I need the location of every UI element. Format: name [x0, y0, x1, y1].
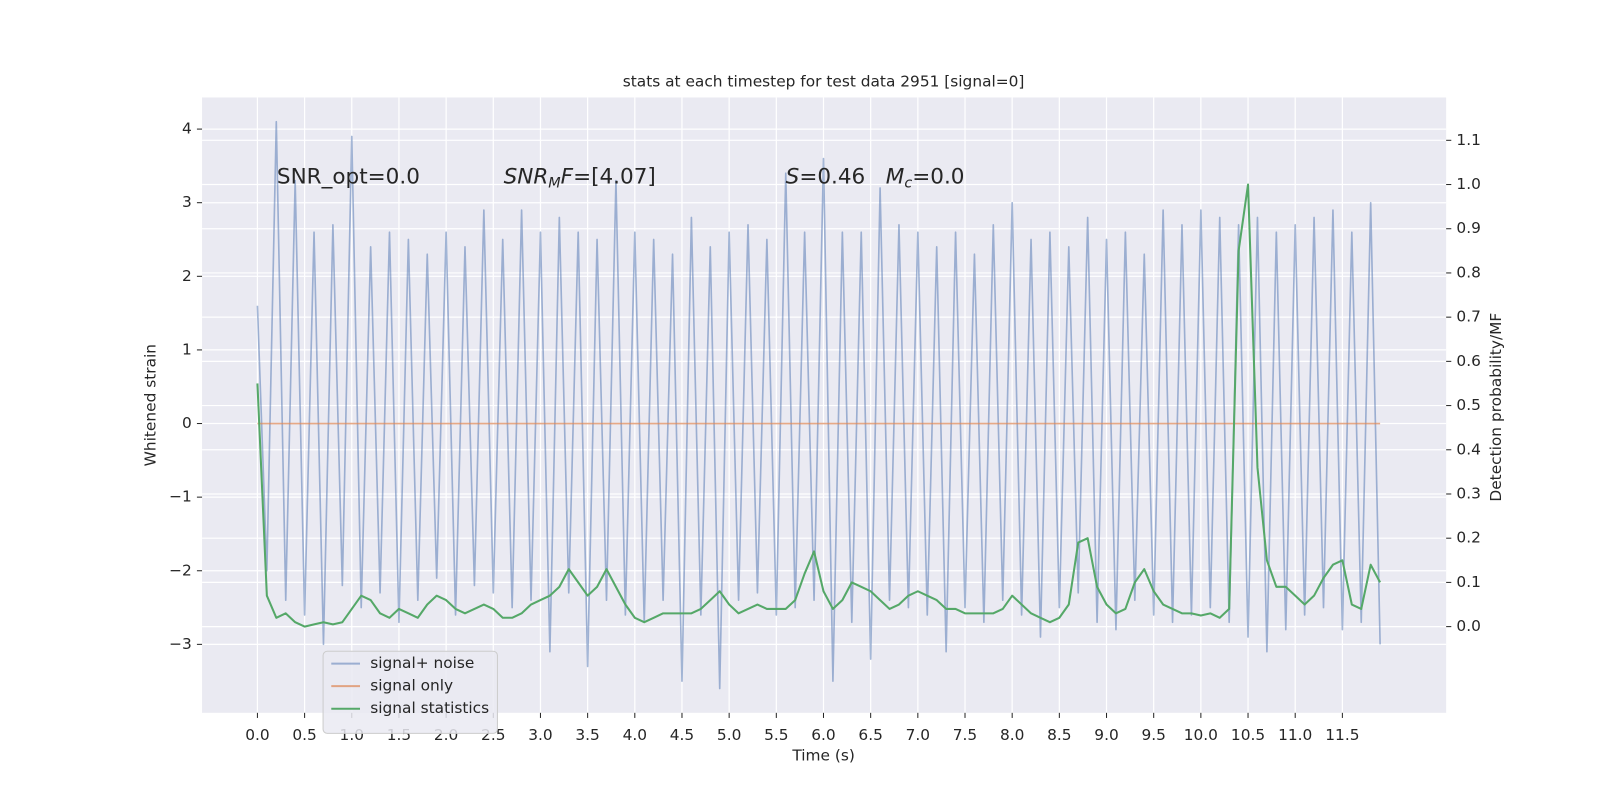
- x-tick-label: 11.0: [1278, 726, 1312, 744]
- y-tick-label: 2: [182, 267, 192, 285]
- y2-tick-label: 1.0: [1456, 175, 1480, 193]
- x-tick-label: 8.5: [1047, 726, 1071, 744]
- y-tick-label: −2: [169, 561, 192, 579]
- annotation-part: =0.0: [912, 164, 964, 189]
- y-tick-label: 0: [182, 414, 192, 432]
- x-tick-label: 8.0: [1000, 726, 1024, 744]
- legend-label: signal statistics: [370, 699, 489, 717]
- x-tick-label: 0.0: [245, 726, 269, 744]
- y-tick-label: 3: [182, 193, 192, 211]
- x-tick-label: 3.5: [575, 726, 599, 744]
- x-tick-label: 5.5: [764, 726, 788, 744]
- y2-tick-label: 0.9: [1456, 219, 1480, 237]
- x-tick-label: 11.5: [1325, 726, 1359, 744]
- annotation: SNR_opt=0.0: [277, 164, 420, 189]
- x-tick-label: 7.5: [953, 726, 977, 744]
- legend-label: signal+ noise: [370, 654, 474, 672]
- x-tick-label: 0.5: [292, 726, 316, 744]
- x-tick-label: 10.5: [1231, 726, 1265, 744]
- y-tick-label: 1: [182, 340, 192, 358]
- y2-tick-label: 0.6: [1456, 352, 1480, 370]
- legend-label: signal only: [370, 677, 453, 695]
- marks: [256, 120, 1382, 690]
- x-tick-label: 4.0: [623, 726, 647, 744]
- x-tick-label: 6.5: [858, 726, 882, 744]
- y2-tick-label: 0.7: [1456, 308, 1480, 326]
- annotation-part: M: [548, 176, 560, 192]
- y-tick-label: −1: [169, 488, 192, 506]
- x-axis-label: Time (s): [791, 746, 855, 764]
- y-tick-label: 4: [182, 120, 192, 138]
- y-tick-label: −3: [169, 635, 192, 653]
- x-tick-label: 9.5: [1141, 726, 1165, 744]
- annotation-part: SNR: [504, 164, 549, 189]
- annotation: S=0.46 Mc=0.0: [786, 164, 965, 191]
- y2-tick-label: 1.1: [1456, 131, 1480, 149]
- series-line: [256, 183, 1382, 628]
- x-tick-label: 7.0: [906, 726, 930, 744]
- x-tick-label: 4.5: [670, 726, 694, 744]
- y2-tick-label: 0.0: [1456, 617, 1480, 635]
- x-tick-label: 6.0: [811, 726, 835, 744]
- legend-box: [322, 650, 498, 734]
- y2-tick-label: 0.5: [1456, 396, 1480, 414]
- annotation-part: SNR_opt=0.0: [277, 164, 420, 189]
- x-tick-label: 9.0: [1094, 726, 1118, 744]
- annotation-part: =[4.07]: [573, 164, 656, 189]
- annotation-part: S: [786, 164, 800, 189]
- y2-axis-label: Detection probability/MF: [1487, 313, 1505, 502]
- annotation-part: M: [886, 164, 905, 189]
- x-tick-label: 10.0: [1184, 726, 1218, 744]
- annotation-part: =0.46: [799, 164, 885, 189]
- y2-tick-label: 0.1: [1456, 573, 1480, 591]
- annotation: SNRMF=[4.07]: [504, 164, 656, 191]
- series-line: [256, 120, 1381, 690]
- x-tick-label: 3.0: [528, 726, 552, 744]
- annotation-part: c: [904, 176, 912, 192]
- y2-tick-label: 0.3: [1456, 484, 1480, 502]
- y2-tick-label: 0.8: [1456, 263, 1480, 281]
- y2-tick-label: 0.4: [1456, 440, 1480, 458]
- annotation-part: F: [561, 164, 574, 189]
- y2-tick-label: 0.2: [1456, 529, 1480, 547]
- chart-title: stats at each timestep for test data 295…: [623, 73, 1025, 91]
- y-axis-label: Whitened strain: [141, 344, 159, 466]
- x-tick-label: 5.0: [717, 726, 741, 744]
